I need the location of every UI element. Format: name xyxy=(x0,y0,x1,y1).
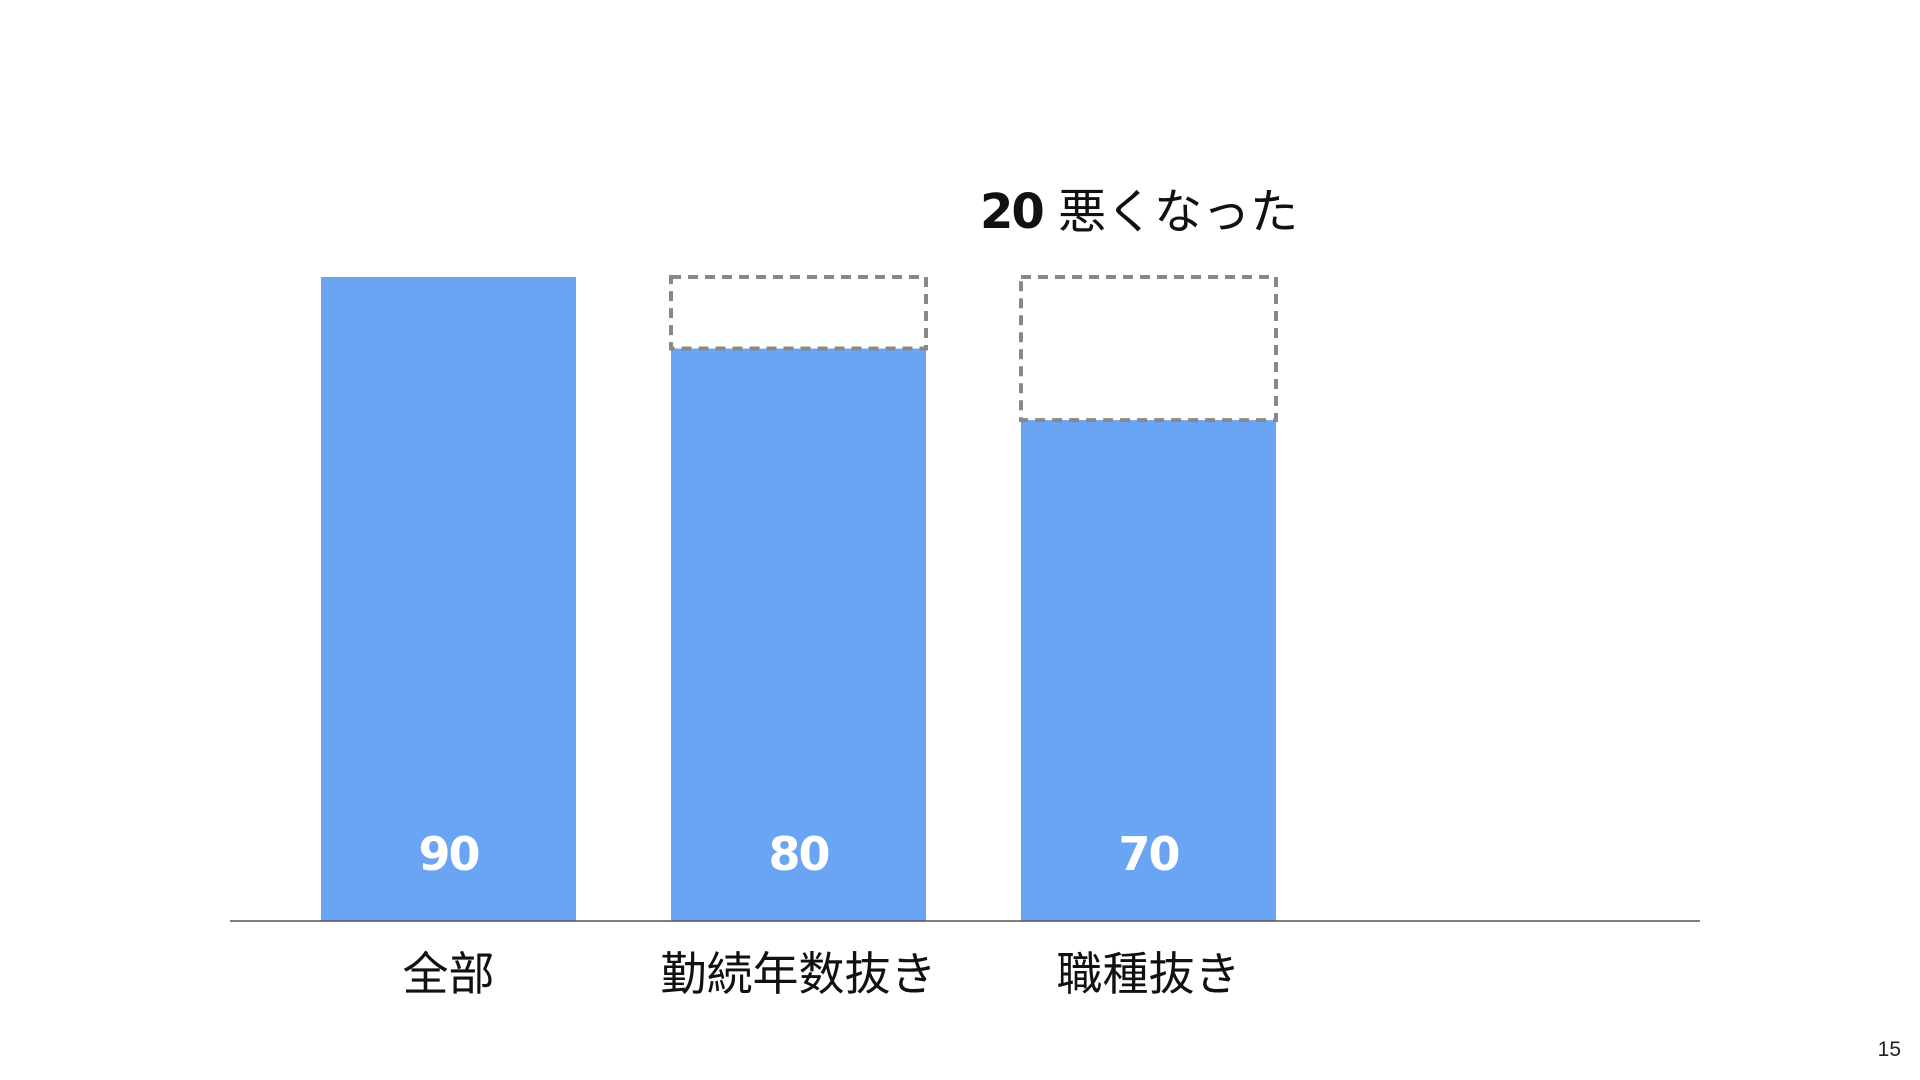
difference-text: 悪くなった xyxy=(1058,184,1299,240)
difference-annotation: 20 悪くなった xyxy=(980,172,1380,242)
value-label-2: 80 xyxy=(768,827,828,881)
gap-outline-2 xyxy=(669,275,928,351)
difference-value: 20 xyxy=(980,184,1045,240)
value-labels-layer: 90 80 70 xyxy=(418,827,1180,881)
bar-2 xyxy=(671,348,926,921)
category-label-3: 職種抜き xyxy=(1057,947,1241,1001)
page-number: 15 xyxy=(1877,1038,1901,1061)
category-label-1: 全部 xyxy=(403,947,495,1001)
bar-1 xyxy=(321,277,576,921)
value-label-1: 90 xyxy=(418,827,478,881)
gap-outline-3 xyxy=(1019,275,1278,423)
gap-outlines-layer xyxy=(669,275,1278,423)
bars-layer xyxy=(321,277,1276,921)
value-label-3: 70 xyxy=(1118,827,1178,881)
category-label-2: 勤続年数抜き xyxy=(661,947,937,1001)
category-labels-layer: 全部 勤続年数抜き 職種抜き xyxy=(403,947,1241,1001)
bar-3 xyxy=(1021,420,1276,921)
